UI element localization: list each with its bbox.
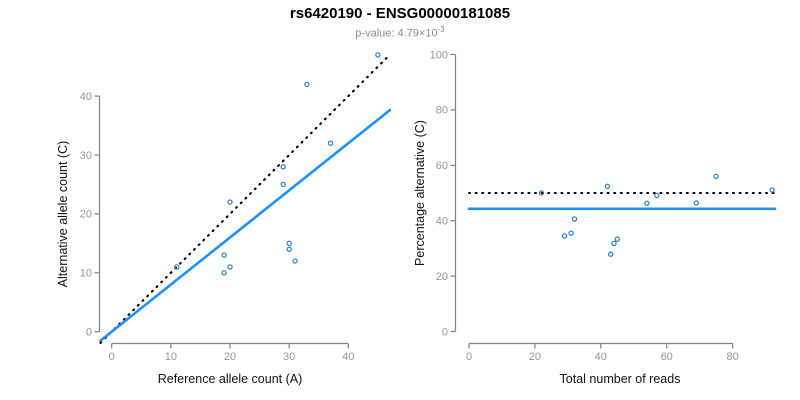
x-tick-label: 30 xyxy=(283,351,295,363)
data-point xyxy=(280,164,286,170)
fit-line xyxy=(99,108,392,342)
x-tick-label: 80 xyxy=(726,351,738,363)
data-point xyxy=(292,258,298,264)
data-point xyxy=(769,187,775,193)
x-tick-label: 20 xyxy=(529,351,541,363)
pvalue-exponent: -3 xyxy=(437,25,445,34)
right-scatter-plot: 0 20 40 60 80 100 0 20 40 60 80 xyxy=(430,49,777,363)
data-point xyxy=(571,216,578,222)
data-point xyxy=(227,199,233,205)
data-point xyxy=(221,270,227,276)
data-point xyxy=(221,252,227,258)
data-point xyxy=(607,251,614,257)
y-tick-label: 20 xyxy=(436,271,448,283)
data-point xyxy=(280,181,286,188)
y-tick-label: 20 xyxy=(80,209,92,221)
data-point xyxy=(644,200,650,206)
right-y-axis-title: Percentage alternative (C) xyxy=(413,120,427,266)
data-point xyxy=(693,200,700,206)
data-point xyxy=(286,240,292,247)
data-point xyxy=(713,173,719,180)
data-point xyxy=(304,81,310,88)
data-point xyxy=(654,192,660,199)
data-point xyxy=(568,230,574,236)
data-point xyxy=(604,183,611,190)
y-tick-label: 0 xyxy=(442,326,448,338)
x-tick-label: 40 xyxy=(595,351,607,363)
y-tick-label: 100 xyxy=(430,49,448,61)
x-tick-label: 0 xyxy=(109,351,115,363)
left-x-axis-title: Reference allele count (A) xyxy=(157,372,303,386)
x-tick-label: 40 xyxy=(342,351,354,363)
plot-subtitle: p-value: 4.79×10-3 xyxy=(0,25,800,40)
left-scatter-plot: 0 10 20 30 40 0 10 20 30 40 xyxy=(80,52,392,363)
left-y-axis-title: Alternative allele count (C) xyxy=(56,140,70,288)
x-tick-label: 20 xyxy=(224,351,236,363)
y-tick-label: 80 xyxy=(436,105,448,117)
y-tick-label: 10 xyxy=(80,268,92,280)
y-tick-label: 40 xyxy=(436,216,448,228)
identity-line xyxy=(99,53,392,344)
data-point xyxy=(614,236,620,242)
data-point xyxy=(286,246,292,252)
y-tick-label: 0 xyxy=(86,327,92,339)
y-tick-label: 40 xyxy=(80,91,92,103)
data-point xyxy=(174,264,180,270)
y-tick-label: 60 xyxy=(436,160,448,172)
x-tick-label: 60 xyxy=(661,351,673,363)
data-point xyxy=(227,264,233,270)
data-point xyxy=(375,52,381,58)
data-point xyxy=(561,233,568,239)
data-point xyxy=(611,240,617,247)
data-point xyxy=(538,190,545,196)
y-tick-label: 30 xyxy=(80,150,92,162)
data-point xyxy=(327,140,334,146)
x-tick-label: 10 xyxy=(165,351,177,363)
x-tick-label: 0 xyxy=(466,351,472,363)
plot-title: rs6420190 - ENSG00000181085 xyxy=(289,5,511,22)
right-x-axis-title: Total number of reads xyxy=(559,372,681,386)
pvalue-text: p-value: 4.79×10 xyxy=(355,27,438,40)
